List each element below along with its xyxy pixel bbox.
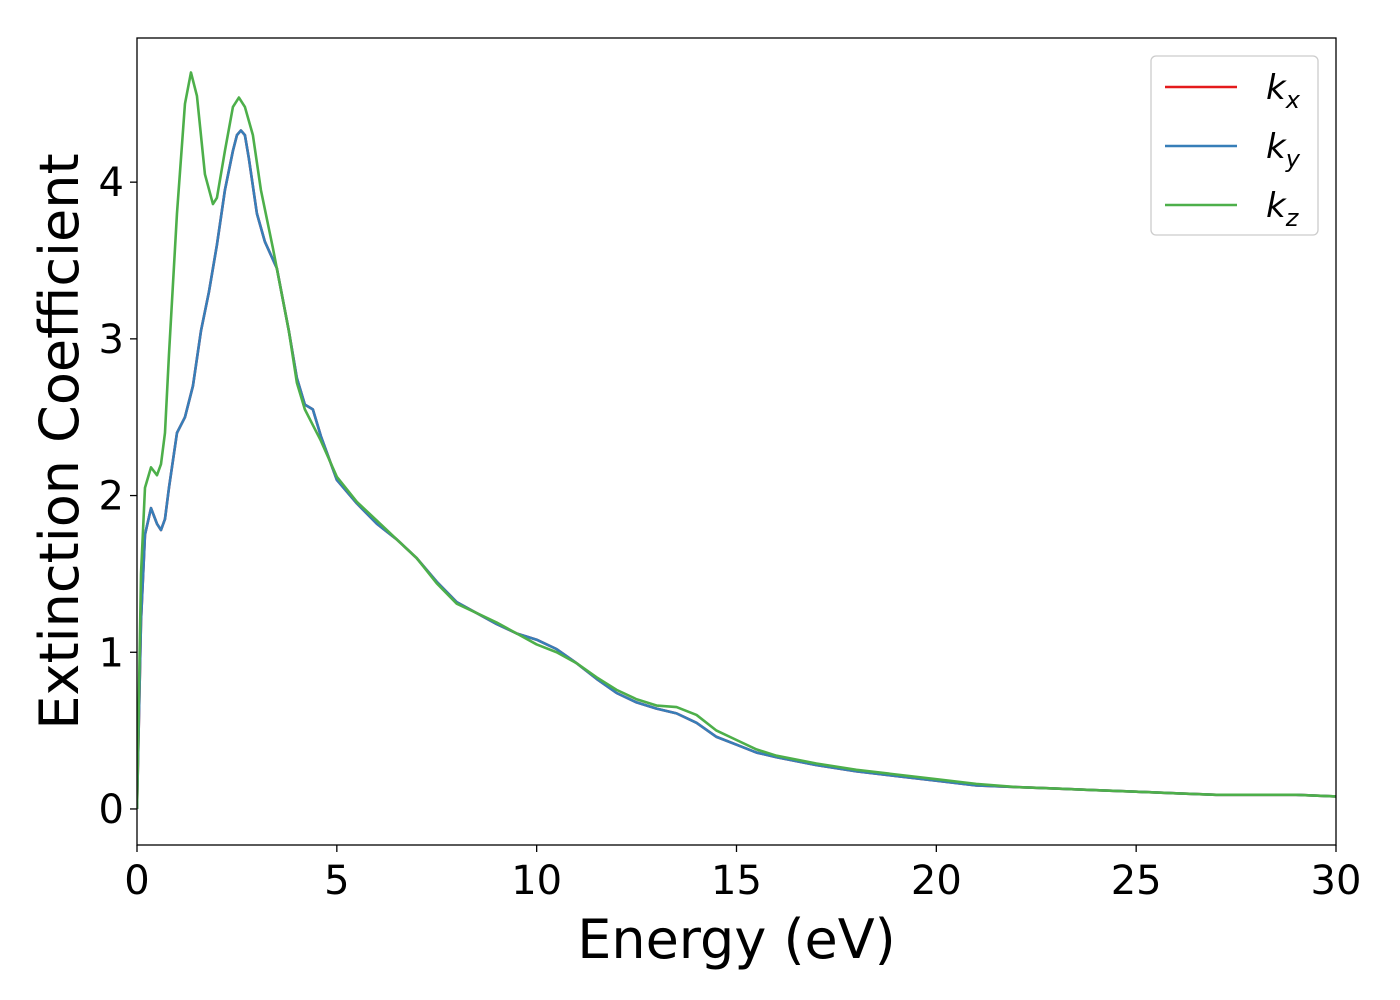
- series-line-z: [137, 71, 1336, 809]
- legend-entry-y: ky: [1165, 127, 1301, 173]
- x-tick-label: 5: [324, 858, 349, 904]
- legend-label: kx: [1266, 68, 1301, 114]
- legend-label-main: k: [1266, 186, 1287, 226]
- legend-label-main: k: [1266, 127, 1287, 167]
- x-axis-ticks: 0 5 10 15 20 25 30: [124, 845, 1361, 904]
- legend-label-subscript: x: [1285, 86, 1301, 114]
- legend-label-subscript: y: [1285, 145, 1301, 173]
- y-tick-label: 4: [99, 160, 124, 206]
- y-tick-label: 2: [99, 474, 124, 520]
- y-axis-ticks: 0 1 2 3 4: [99, 160, 137, 833]
- legend-label: ky: [1266, 127, 1301, 173]
- legend-label-main: k: [1266, 68, 1287, 108]
- x-tick-label: 20: [911, 858, 962, 904]
- legend-label-subscript: z: [1285, 204, 1300, 232]
- y-tick-label: 3: [99, 317, 124, 363]
- series-layer: [137, 71, 1336, 809]
- y-tick-label: 0: [99, 787, 124, 833]
- x-tick-label: 30: [1311, 858, 1362, 904]
- legend-entry-x: kx: [1165, 68, 1301, 114]
- legend-label: kz: [1266, 186, 1300, 232]
- y-axis-label: Extinction Coefficient: [28, 153, 91, 729]
- x-tick-label: 25: [1111, 858, 1162, 904]
- x-tick-label: 0: [124, 858, 149, 904]
- x-tick-label: 10: [511, 858, 562, 904]
- y-tick-label: 1: [99, 630, 124, 676]
- x-tick-label: 15: [711, 858, 762, 904]
- x-axis-label: Energy (eV): [577, 908, 896, 971]
- legend-entry-z: kz: [1165, 186, 1300, 232]
